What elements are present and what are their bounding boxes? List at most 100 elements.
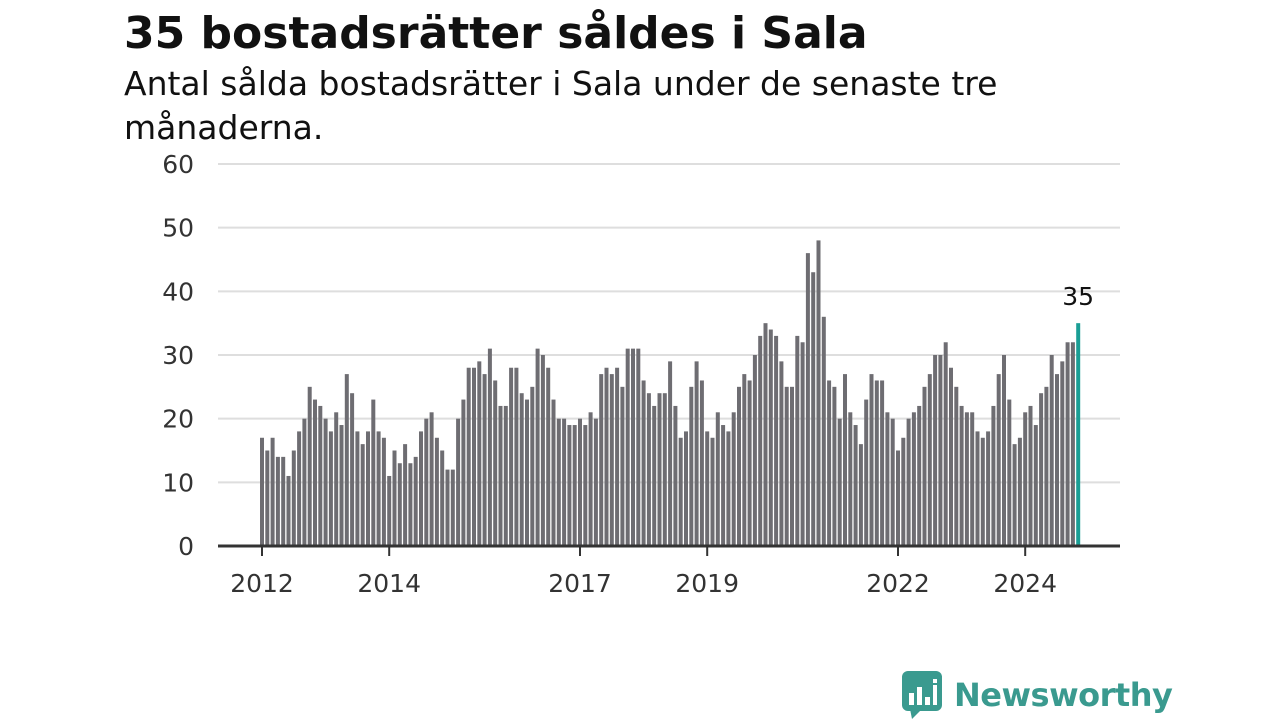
bar: [848, 412, 853, 546]
bar: [572, 425, 577, 546]
bar: [811, 272, 816, 546]
bar: [885, 412, 890, 546]
bar: [620, 386, 625, 546]
bar: [652, 405, 657, 546]
brand-name: Newsworthy: [954, 676, 1173, 714]
bar: [880, 380, 885, 546]
x-tick-label: 2017: [548, 569, 612, 598]
bar: [821, 316, 826, 546]
bar: [832, 386, 837, 546]
bar: [721, 425, 726, 546]
bar: [805, 253, 810, 546]
bar: [599, 374, 604, 546]
bar: [901, 437, 906, 546]
bar: [339, 425, 344, 546]
bar: [551, 399, 556, 546]
bar: [911, 412, 916, 546]
chart-subtitle: Antal sålda bostadsrätter i Sala under d…: [124, 64, 998, 147]
bar: [397, 463, 402, 546]
bar: [291, 450, 296, 546]
bar: [705, 431, 710, 546]
x-tick-label: 2012: [230, 569, 294, 598]
bar: [837, 418, 842, 546]
bar: [281, 456, 286, 546]
bar: [996, 374, 1001, 546]
y-tick-label: 0: [178, 532, 194, 561]
bar: [779, 361, 784, 546]
bar: [445, 469, 450, 546]
bar: [715, 412, 720, 546]
bar: [641, 380, 646, 546]
bar: [795, 335, 800, 546]
bar: [456, 418, 461, 546]
bar: [917, 405, 922, 546]
bar: [583, 425, 588, 546]
bar: [964, 412, 969, 546]
bar: [668, 361, 673, 546]
bar: [302, 418, 307, 546]
bar: [535, 348, 540, 546]
bar: [625, 348, 630, 546]
bar: [869, 374, 874, 546]
x-tick-label: 2024: [993, 569, 1057, 598]
bar: [297, 431, 302, 546]
bar: [493, 380, 498, 546]
bar: [800, 342, 805, 546]
bar: [381, 437, 386, 546]
bar: [758, 335, 763, 546]
bar: [646, 393, 651, 546]
bar: [461, 399, 466, 546]
bar: [1060, 361, 1065, 546]
bar: [954, 386, 959, 546]
bar: [477, 361, 482, 546]
bar: [689, 386, 694, 546]
bar: [419, 431, 423, 546]
bar: [371, 399, 376, 546]
bar: [562, 418, 567, 546]
bar: [699, 380, 704, 546]
bar: [514, 367, 519, 546]
bar: [519, 393, 524, 546]
bar: [403, 444, 408, 546]
x-tick-label: 2022: [866, 569, 930, 598]
bar: [503, 405, 508, 546]
bar: [323, 418, 328, 546]
bar: [1028, 405, 1033, 546]
bar: [286, 475, 291, 546]
bar: [636, 348, 641, 546]
bar: [1049, 355, 1054, 546]
bar: [344, 374, 349, 546]
bar: [922, 386, 927, 546]
x-axis-labels: 2012 2014 2017 2019 2022 2024: [230, 546, 1057, 598]
bar: [408, 463, 413, 546]
bar: [949, 367, 953, 546]
bar: [440, 450, 445, 546]
bar: [413, 456, 418, 546]
bar: [615, 367, 620, 546]
bar: [392, 450, 397, 546]
bar: [525, 399, 529, 546]
bar: [472, 367, 476, 546]
last-value-label: 35: [1062, 282, 1094, 311]
y-tick-label: 30: [162, 341, 194, 370]
bar: [556, 418, 561, 546]
bar: [376, 431, 381, 546]
bar: [678, 437, 683, 546]
bar: [307, 386, 312, 546]
bar: [752, 355, 757, 546]
bar: [466, 367, 471, 546]
bar: [864, 399, 869, 546]
bar: [1002, 355, 1006, 546]
bar: [588, 412, 593, 546]
bar: [774, 335, 779, 546]
y-tick-label: 10: [162, 468, 194, 497]
bar: [355, 431, 360, 546]
y-tick-label: 50: [162, 214, 194, 243]
bar: [328, 431, 333, 546]
bar: [657, 393, 662, 546]
bar: [747, 380, 752, 546]
bar: [938, 355, 943, 546]
bar: [896, 450, 900, 546]
bar: [694, 361, 699, 546]
bar: [482, 374, 487, 546]
